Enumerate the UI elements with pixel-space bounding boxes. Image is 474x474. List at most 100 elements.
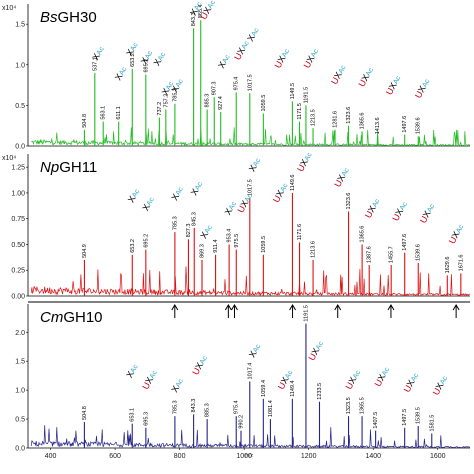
y-tick-label: 1.0 <box>15 388 25 395</box>
glycan-annotation: UXAc <box>329 63 348 86</box>
glycan-symbol-ac: Ac <box>426 203 436 214</box>
glycan-annotation: UXAc <box>384 73 403 96</box>
peak-label: 1233.5 <box>317 383 323 400</box>
glycan-symbol-u: U <box>344 381 356 391</box>
glycan-symbol-u: U <box>418 214 430 224</box>
peak-label: 843.3 <box>191 12 197 26</box>
peak-label: 1171.5 <box>297 103 303 119</box>
glycan-symbol-u: U <box>295 163 307 173</box>
x-tick-label: 1200 <box>301 453 317 460</box>
peak-label: 1171.6 <box>297 224 303 240</box>
peak-label: 990.2 <box>238 415 244 429</box>
glycan-annotation: XAc <box>216 52 232 70</box>
peak-label: 907.3 <box>212 82 218 96</box>
peak-label: 1281.6 <box>333 111 339 128</box>
y-tick-label: 1.0 <box>15 62 25 69</box>
glycan-symbol-u: U <box>373 378 385 388</box>
glycan-symbol-x: X <box>421 209 433 219</box>
peak-label: 504.8 <box>82 406 88 420</box>
peak-label: 785.3 <box>172 216 178 230</box>
peak-label: 865.4 <box>198 4 204 18</box>
peak-label: 885.3 <box>205 94 211 108</box>
glycan-symbol-x: X <box>90 52 102 62</box>
glycan-symbol-x: X <box>393 207 405 217</box>
glycan-annotation: XAc <box>188 0 204 17</box>
glycan-symbol-x: X <box>189 187 201 197</box>
glycan-annotation: UXAc <box>332 165 351 188</box>
peak-label: 1149.6 <box>290 175 296 191</box>
arrow-head <box>224 304 232 311</box>
glycan-symbol-ac: Ac <box>304 151 314 162</box>
glycan-symbol-x: X <box>298 158 310 168</box>
glycan-symbol-u: U <box>190 366 202 376</box>
glycan-annotation: UXAc <box>413 76 432 99</box>
glycan-symbol-ac: Ac <box>149 369 159 380</box>
glycan-symbol-x: X <box>247 163 259 173</box>
glycan-symbol-x: X <box>160 87 172 97</box>
peak-label: 695.3 <box>143 412 149 426</box>
glycan-symbol-u: U <box>273 59 285 69</box>
peak-label: 869.3 <box>199 244 205 258</box>
glycan-symbol-u: U <box>276 381 288 391</box>
glycan-symbol-x: X <box>140 202 152 212</box>
peak-label: 1455.7 <box>389 246 395 263</box>
y-tick-label: 0.50 <box>11 242 25 249</box>
glycan-symbol-x: X <box>376 372 388 382</box>
peak-label: 1539.5 <box>416 407 422 424</box>
peak-label: 1539.6 <box>416 244 422 261</box>
glycan-symbol-x: X <box>193 361 205 371</box>
glycan-symbol-u: U <box>302 59 314 69</box>
glycan-symbol-x: X <box>279 375 291 385</box>
glycan-symbol-x: X <box>360 73 372 83</box>
peak-label: 975.5 <box>234 234 240 248</box>
x-tick-label: 600 <box>109 453 121 460</box>
peak-label: 1323.6 <box>346 107 352 124</box>
peak-label: 1191.5 <box>303 87 309 103</box>
glycan-annotation: XAc <box>124 362 140 380</box>
y-tick-label: 1.5 <box>15 22 25 29</box>
glycan-annotation: XAc <box>247 342 263 360</box>
panel-title: NpGH11 <box>40 159 97 176</box>
y-exponent-label: x10⁴ <box>2 5 16 12</box>
glycan-symbol-x: X <box>245 33 257 43</box>
peak-label: 975.4 <box>234 77 240 91</box>
glycan-annotation: UXAc <box>271 181 290 204</box>
peak-label: 653.1 <box>130 408 136 422</box>
peak-label: 845.3 <box>192 212 198 226</box>
glycan-annotation: XAc <box>245 25 261 43</box>
peak-label: 1017.4 <box>247 363 253 380</box>
peak-label: 653.2 <box>130 239 136 253</box>
peak-label: 1629.6 <box>445 257 451 274</box>
arrow-head <box>289 304 296 311</box>
peak-label: 1497.5 <box>402 409 408 426</box>
x-axis-label: m/z <box>245 453 254 459</box>
panel-title: CmGH10 <box>40 309 103 326</box>
peak-label: 927.4 <box>218 96 224 110</box>
glycan-symbol-ac: Ac <box>244 192 254 203</box>
glycan-annotation: XAc <box>140 195 156 213</box>
peak-label: 504.9 <box>82 244 88 258</box>
glycan-annotation: UXAc <box>402 371 421 394</box>
glycan-symbol-u: U <box>140 381 152 391</box>
peak-label: 653.2 <box>130 53 136 67</box>
panel-title: BsGH30 <box>40 9 97 26</box>
glycan-annotation: UXAc <box>431 373 450 396</box>
glycan-symbol-ac: Ac <box>310 48 320 59</box>
glycan-symbol-ac: Ac <box>144 49 154 60</box>
glycan-annotation: UXAc <box>344 368 363 391</box>
glycan-symbol-x: X <box>169 84 181 94</box>
peak-label: 975.4 <box>234 400 240 414</box>
glycan-annotation: XAc <box>247 156 263 174</box>
y-tick-label: 1.5 <box>15 359 25 366</box>
glycan-annotation: XAc <box>160 79 176 97</box>
x-tick-label: 1600 <box>430 453 446 460</box>
glycan-annotation: UXAc <box>190 353 209 376</box>
glycan-symbol-ac: Ac <box>392 75 402 86</box>
glycan-symbol-ac: Ac <box>252 157 262 168</box>
glycan-symbol-ac: Ac <box>194 181 204 192</box>
peak-label: 1191.5 <box>303 305 309 321</box>
glycan-annotation: UXAc <box>232 38 251 61</box>
glycan-annotation: UXAc <box>140 368 159 391</box>
glycan-annotation: XAc <box>139 48 155 66</box>
